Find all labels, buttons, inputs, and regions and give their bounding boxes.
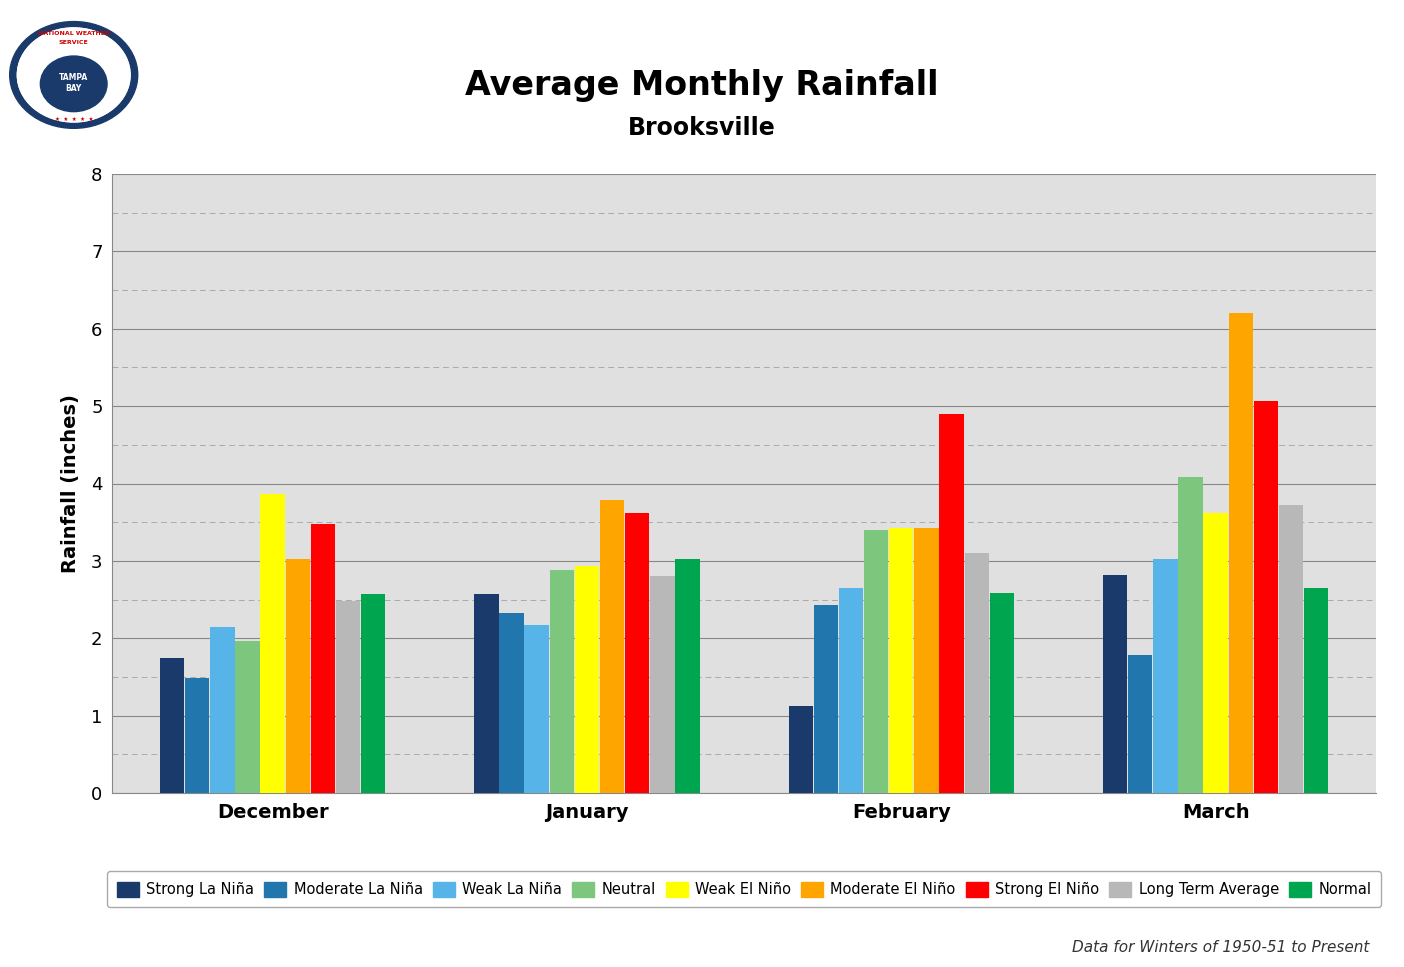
- Bar: [675, 559, 699, 793]
- Bar: [990, 594, 1014, 793]
- Bar: [914, 528, 939, 793]
- Bar: [838, 588, 863, 793]
- Bar: [574, 567, 600, 793]
- Bar: [1127, 656, 1153, 793]
- Bar: [211, 627, 234, 793]
- Bar: [285, 559, 310, 793]
- Circle shape: [17, 28, 131, 122]
- Bar: [1304, 588, 1328, 793]
- Bar: [1279, 505, 1303, 793]
- Text: Brooksville: Brooksville: [628, 116, 776, 140]
- Bar: [310, 524, 336, 793]
- Bar: [863, 530, 889, 793]
- Bar: [361, 594, 386, 793]
- Bar: [650, 576, 674, 793]
- Bar: [549, 571, 574, 793]
- Bar: [625, 513, 650, 793]
- Y-axis label: Rainfall (inches): Rainfall (inches): [60, 395, 80, 572]
- Bar: [889, 528, 914, 793]
- Bar: [185, 679, 209, 793]
- Bar: [1178, 478, 1203, 793]
- Bar: [814, 605, 838, 793]
- Bar: [939, 414, 963, 793]
- Circle shape: [17, 28, 131, 122]
- Bar: [475, 594, 498, 793]
- Bar: [1254, 400, 1278, 793]
- Text: SERVICE: SERVICE: [59, 41, 88, 45]
- Text: NATIONAL WEATHER: NATIONAL WEATHER: [38, 31, 110, 37]
- Text: Average Monthly Rainfall: Average Monthly Rainfall: [465, 69, 939, 102]
- Bar: [160, 658, 184, 793]
- Text: TAMPA: TAMPA: [59, 73, 88, 81]
- Bar: [1102, 574, 1127, 793]
- Bar: [525, 625, 549, 793]
- Bar: [789, 706, 813, 793]
- Text: ★  ★  ★  ★  ★: ★ ★ ★ ★ ★: [55, 117, 93, 122]
- Circle shape: [10, 21, 138, 129]
- Bar: [260, 493, 285, 793]
- Bar: [1153, 559, 1178, 793]
- Text: Data for Winters of 1950-51 to Present: Data for Winters of 1950-51 to Present: [1071, 940, 1369, 955]
- Circle shape: [41, 56, 107, 111]
- Text: BAY: BAY: [66, 84, 81, 93]
- Legend: Strong La Niña, Moderate La Niña, Weak La Niña, Neutral, Weak El Niño, Moderate : Strong La Niña, Moderate La Niña, Weak L…: [107, 871, 1382, 907]
- Bar: [600, 500, 625, 793]
- Bar: [1228, 313, 1252, 793]
- Bar: [236, 640, 260, 793]
- Bar: [500, 613, 524, 793]
- Bar: [336, 601, 361, 793]
- Bar: [965, 553, 988, 793]
- Bar: [1203, 513, 1228, 793]
